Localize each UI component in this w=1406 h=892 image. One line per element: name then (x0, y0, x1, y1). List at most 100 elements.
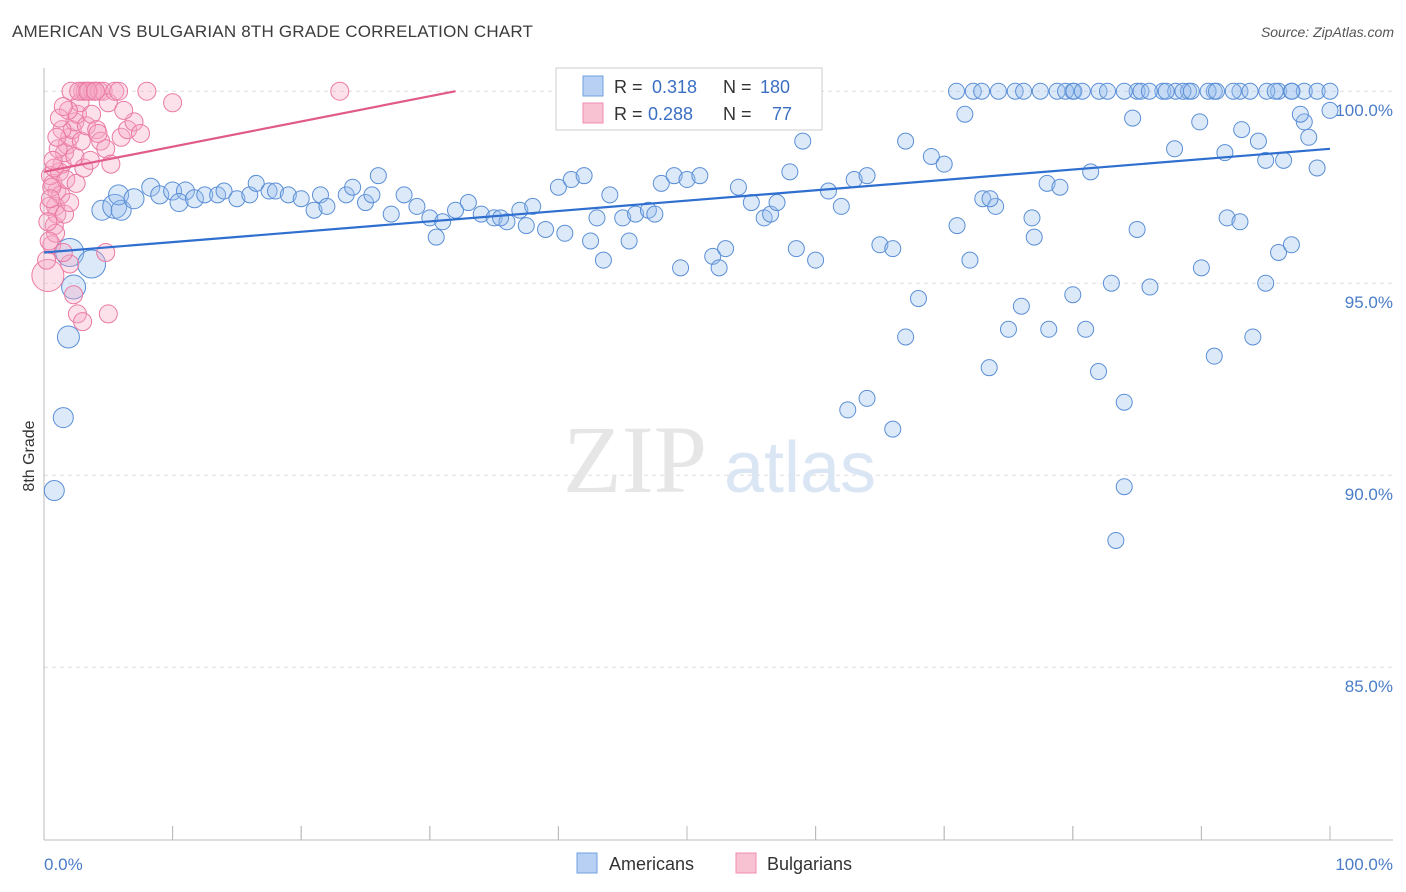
american-point (1233, 121, 1251, 139)
american-point (948, 82, 966, 100)
americans-trend-line (43, 147, 1331, 254)
american-point (1270, 243, 1288, 261)
bulgarian-point (130, 123, 150, 143)
american-point (961, 251, 979, 269)
bulgarian-point (71, 131, 91, 151)
american-point (1051, 178, 1069, 196)
american-point (575, 167, 593, 185)
american-point (382, 205, 400, 223)
american-point (292, 190, 310, 208)
axes (43, 68, 1393, 841)
american-point (215, 182, 233, 200)
american-point (395, 186, 413, 204)
american-point (1205, 347, 1223, 365)
american-point (344, 178, 362, 196)
american-point (980, 359, 998, 377)
american-point (266, 182, 284, 200)
american-point (196, 186, 214, 204)
americans-points (43, 82, 1339, 549)
american-point (588, 209, 606, 227)
american-point (228, 190, 246, 208)
bulgarian-point (78, 81, 98, 101)
american-point (1192, 259, 1210, 277)
american-point (729, 178, 747, 196)
x-tick-min: 0.0% (44, 855, 83, 874)
bottom-legend-swatch-americans (576, 852, 598, 874)
american-point (1257, 274, 1275, 292)
american-point (562, 171, 580, 189)
trend-lines (43, 90, 1331, 254)
bulgarian-point (98, 304, 118, 324)
bulgarian-point (111, 127, 131, 147)
american-point (989, 82, 1007, 100)
american-point (1244, 328, 1262, 346)
bulgarian-point (53, 97, 73, 117)
grid-lines (44, 90, 1393, 668)
bulgarian-point (137, 81, 157, 101)
bulgarian-point (38, 212, 58, 232)
american-point (582, 232, 600, 250)
bulgarian-point (39, 231, 59, 251)
american-point (678, 171, 696, 189)
american-point (549, 178, 567, 196)
american-point (260, 182, 278, 200)
y-axis-label: 8th Grade (21, 420, 38, 491)
american-point (1140, 82, 1158, 100)
bulgarian-point (73, 312, 93, 332)
american-point (646, 205, 664, 223)
american-point (43, 480, 65, 502)
american-point (807, 251, 825, 269)
american-point (897, 132, 915, 150)
american-point (247, 174, 265, 192)
bulgarian-point (46, 223, 66, 243)
american-point (1015, 82, 1033, 100)
american-point (1231, 82, 1249, 100)
bulgarians-points (31, 81, 350, 332)
american-point (77, 249, 107, 279)
american-point (832, 197, 850, 215)
american-point (1166, 140, 1184, 158)
legend-bulgarians-n-value: 77 (772, 104, 792, 124)
american-point (956, 105, 974, 123)
american-point (1077, 320, 1095, 338)
bulgarian-point (37, 250, 57, 270)
american-point (909, 290, 927, 308)
american-point (717, 240, 735, 258)
bulgarian-point (118, 120, 138, 140)
bulgarian-point (76, 116, 96, 136)
american-point (1275, 151, 1293, 169)
american-point (1102, 274, 1120, 292)
american-point (1124, 109, 1142, 127)
american-point (1291, 105, 1309, 123)
bulgarian-point (39, 196, 59, 216)
bottom-legend-americans: Americans (609, 854, 694, 874)
bulgarian-point (114, 100, 134, 120)
american-point (1295, 113, 1313, 131)
american-point (1082, 163, 1100, 181)
american-point (897, 328, 915, 346)
american-point (601, 186, 619, 204)
bulgarian-point (64, 285, 84, 305)
american-point (1295, 82, 1313, 100)
american-point (1283, 82, 1301, 100)
american-point (556, 224, 574, 242)
american-point (691, 167, 709, 185)
american-point (1090, 363, 1108, 381)
legend-americans-n-label: N = (723, 77, 752, 97)
american-point (884, 420, 902, 438)
american-point (517, 217, 535, 235)
american-point (858, 167, 876, 185)
american-point (1025, 228, 1043, 246)
american-point (1308, 159, 1326, 177)
bulgarian-point (330, 81, 350, 101)
legend-americans-n-value: 180 (760, 77, 790, 97)
american-point (150, 185, 170, 205)
american-point (1038, 174, 1056, 192)
bulgarians-trend-line (43, 90, 456, 173)
american-point (305, 201, 323, 219)
american-point (52, 407, 74, 429)
american-point (1231, 213, 1249, 231)
american-point (1321, 82, 1339, 100)
bulgarian-point (163, 93, 183, 113)
bulgarian-point (47, 127, 67, 147)
